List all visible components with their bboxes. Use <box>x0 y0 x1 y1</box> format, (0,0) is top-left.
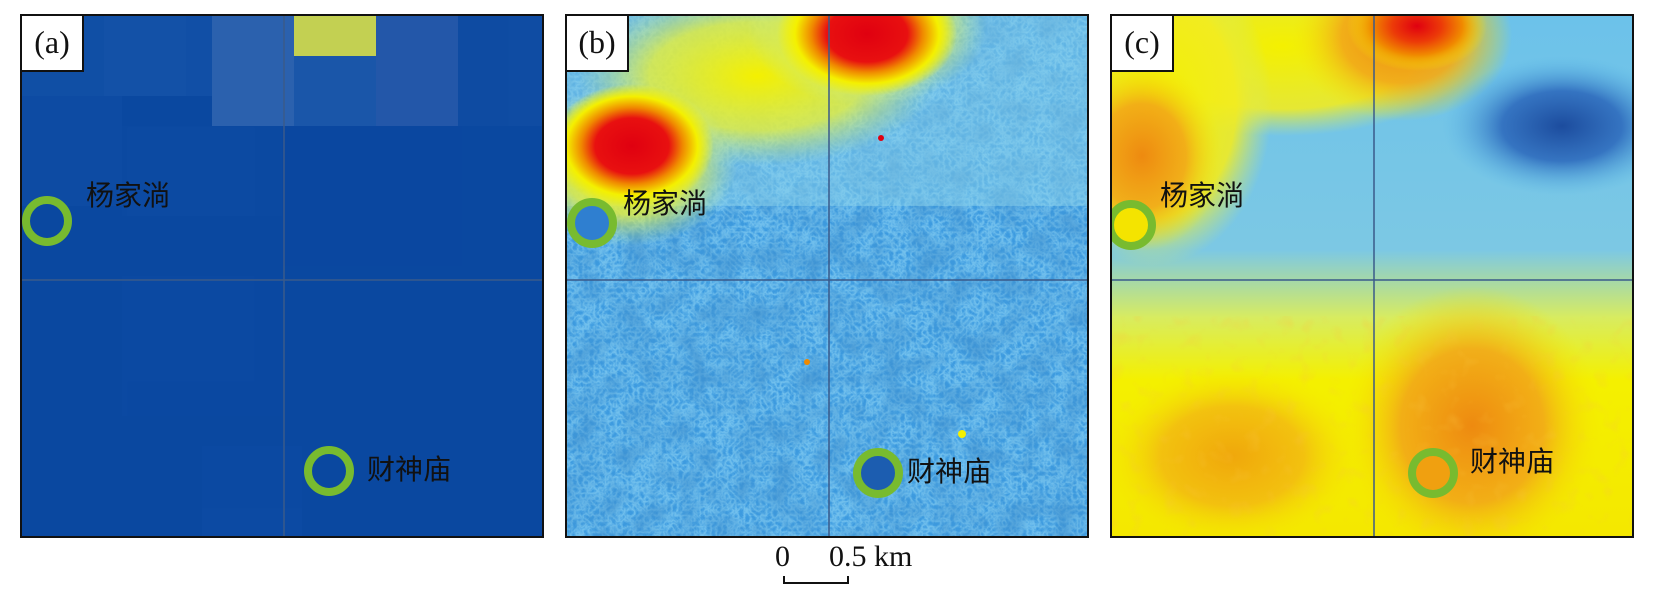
place-label-yangjiatang: 杨家淌 <box>1160 179 1245 212</box>
place-label-caishenmiao: 财神庙 <box>907 455 992 488</box>
map-panel-a: (a) 杨家淌 财神庙 <box>20 14 544 538</box>
panel-label: (a) <box>22 16 84 72</box>
map-panel-c: (c) 杨家淌 财神庙 <box>1110 14 1634 538</box>
place-label-yangjiatang: 杨家淌 <box>86 179 171 212</box>
place-label-caishenmiao: 财神庙 <box>1470 445 1555 478</box>
scale-bar: 0 0.5 km <box>775 540 1175 590</box>
location-marker-yangjiatang <box>1112 200 1156 250</box>
place-label-caishenmiao: 财神庙 <box>367 453 452 486</box>
scale-bar-line <box>783 576 849 584</box>
location-marker-yangjiatang <box>22 196 72 246</box>
panel-label: (b) <box>567 16 629 72</box>
fine-raster-map <box>567 16 1087 536</box>
map-panel-b: (b) 杨家淌 财神庙 <box>565 14 1089 538</box>
scale-start-label: 0 <box>775 540 790 573</box>
coarse-raster-map <box>22 16 542 536</box>
location-marker-caishenmiao <box>304 446 354 496</box>
scale-end-label: 0.5 km <box>829 540 913 573</box>
location-marker-caishenmiao <box>1408 448 1458 498</box>
location-marker-yangjiatang <box>567 198 617 248</box>
place-label-yangjiatang: 杨家淌 <box>623 187 708 220</box>
location-marker-caishenmiao <box>853 448 903 498</box>
panel-label: (c) <box>1112 16 1174 72</box>
